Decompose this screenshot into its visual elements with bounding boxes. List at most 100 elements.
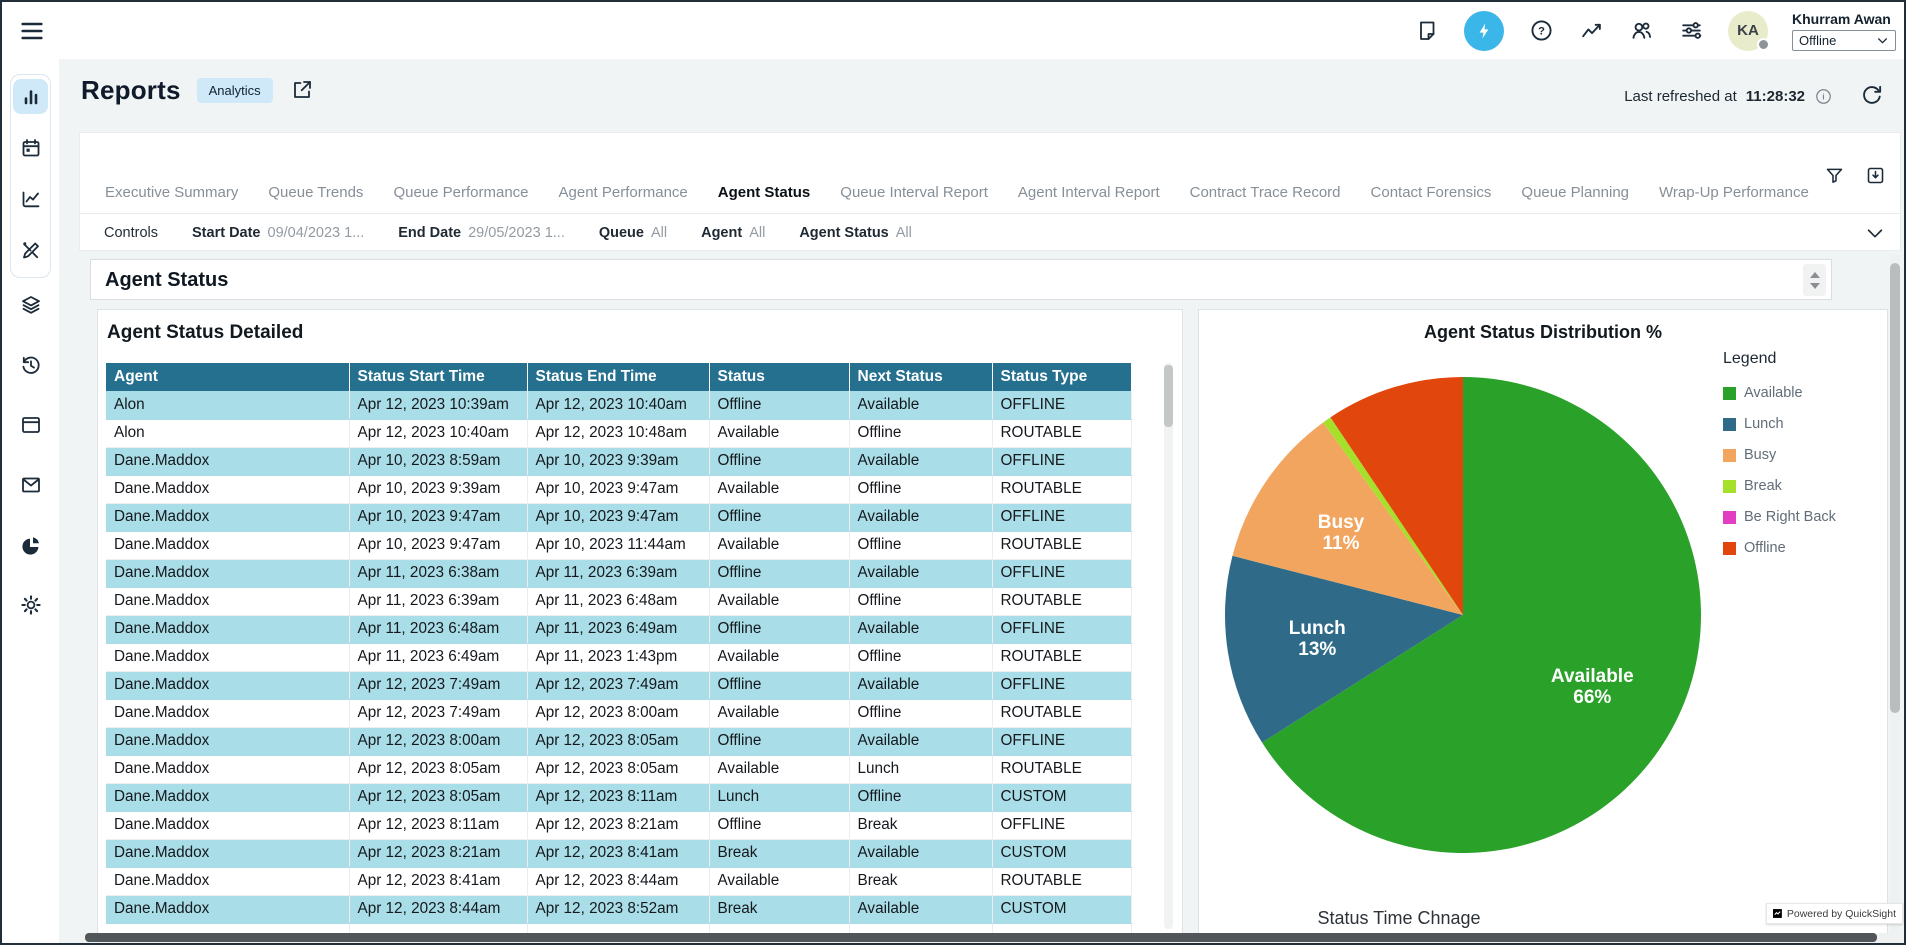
sidebar-item-reports[interactable] — [13, 79, 48, 114]
preferences-sliders-icon[interactable] — [1678, 18, 1704, 44]
control-queue[interactable]: QueueAll — [599, 225, 667, 241]
pie-chart-icon — [19, 533, 43, 557]
table-cell: Apr 12, 2023 8:44am — [349, 895, 527, 923]
control-start-date[interactable]: Start Date09/04/2023 1... — [192, 225, 364, 241]
legend-item-busy[interactable]: Busy — [1723, 447, 1836, 463]
stepper-down-icon[interactable] — [1810, 283, 1820, 289]
controls-label: Controls — [104, 225, 158, 241]
table-cell: Offline — [849, 783, 992, 811]
powered-by-quicksight-badge[interactable]: Powered by QuickSight — [1766, 903, 1903, 924]
avatar[interactable]: KA — [1728, 11, 1768, 51]
sidebar-item-schedule[interactable] — [13, 130, 48, 165]
table-cell: Apr 11, 2023 6:48am — [349, 615, 527, 643]
help-icon[interactable]: ? — [1528, 18, 1554, 44]
tab-queue-trends[interactable]: Queue Trends — [253, 175, 378, 210]
legend-item-lunch[interactable]: Lunch — [1723, 416, 1836, 432]
tab-contract-trace-record[interactable]: Contract Trace Record — [1175, 175, 1356, 210]
legend-item-offline[interactable]: Offline — [1723, 540, 1836, 556]
table-row[interactable]: Dane.MaddoxApr 10, 2023 9:39amApr 10, 20… — [106, 475, 1131, 503]
table-cell: Apr 10, 2023 9:47am — [349, 503, 527, 531]
table-cell: Offline — [709, 727, 849, 755]
sidebar-item-mail[interactable] — [13, 467, 48, 502]
sidebar-item-settings[interactable] — [13, 587, 48, 622]
column-header-agent[interactable]: Agent — [106, 363, 349, 391]
table-cell: OFFLINE — [992, 615, 1131, 643]
quick-setup-flash-icon[interactable] — [1464, 11, 1504, 51]
notes-icon[interactable] — [1414, 18, 1440, 44]
table-row[interactable]: Dane.MaddoxApr 10, 2023 9:47amApr 10, 20… — [106, 503, 1131, 531]
sidebar-item-window[interactable] — [13, 407, 48, 442]
table-row[interactable]: AlonApr 12, 2023 10:39amApr 12, 2023 10:… — [106, 391, 1131, 419]
table-row[interactable]: AlonApr 12, 2023 10:40amApr 12, 2023 10:… — [106, 419, 1131, 447]
table-cell: Apr 12, 2023 8:05am — [349, 783, 527, 811]
sidebar-item-history[interactable] — [13, 347, 48, 382]
tab-agent-status[interactable]: Agent Status — [703, 175, 826, 210]
table-cell: Apr 12, 2023 8:41am — [527, 839, 709, 867]
column-header-status[interactable]: Status — [709, 363, 849, 391]
table-vertical-scrollbar[interactable] — [1164, 363, 1173, 929]
table-row[interactable]: Dane.MaddoxApr 12, 2023 8:05amApr 12, 20… — [106, 783, 1131, 811]
sidebar-item-metrics[interactable] — [13, 181, 48, 216]
column-header-status-start-time[interactable]: Status Start Time — [349, 363, 527, 391]
hamburger-menu-icon[interactable] — [18, 17, 46, 45]
table-row[interactable]: Dane.MaddoxApr 10, 2023 9:47amApr 10, 20… — [106, 531, 1131, 559]
column-header-status-end-time[interactable]: Status End Time — [527, 363, 709, 391]
tab-agent-interval-report[interactable]: Agent Interval Report — [1003, 175, 1175, 210]
info-icon[interactable]: i — [1814, 87, 1833, 106]
users-icon[interactable] — [1628, 18, 1654, 44]
filter-icon[interactable] — [1824, 165, 1845, 186]
table-cell: Apr 12, 2023 8:00am — [349, 727, 527, 755]
external-link-icon[interactable] — [289, 78, 315, 104]
tab-contact-forensics[interactable]: Contact Forensics — [1356, 175, 1507, 210]
tab-executive-summary[interactable]: Executive Summary — [90, 175, 253, 210]
table-row[interactable]: Dane.MaddoxApr 12, 2023 8:41amApr 12, 20… — [106, 867, 1131, 895]
table-row[interactable]: Dane.MaddoxApr 10, 2023 8:59amApr 10, 20… — [106, 447, 1131, 475]
control-agent-status[interactable]: Agent StatusAll — [799, 225, 912, 241]
table-row[interactable]: Dane.MaddoxApr 12, 2023 7:49amApr 12, 20… — [106, 671, 1131, 699]
page-vertical-scrollbar[interactable] — [1890, 255, 1900, 935]
column-header-next-status[interactable]: Next Status — [849, 363, 992, 391]
page-horizontal-scrollbar[interactable] — [79, 933, 1901, 943]
control-end-date[interactable]: End Date29/05/2023 1... — [398, 225, 565, 241]
table-row[interactable]: Dane.MaddoxApr 11, 2023 6:48amApr 11, 20… — [106, 615, 1131, 643]
export-download-icon[interactable] — [1865, 165, 1886, 186]
table-row[interactable]: Dane.MaddoxApr 12, 2023 8:11amApr 12, 20… — [106, 811, 1131, 839]
controls-collapse-chevron-icon[interactable] — [1864, 222, 1886, 244]
legend-item-be-right-back[interactable]: Be Right Back — [1723, 509, 1836, 525]
page-vscroll-thumb[interactable] — [1890, 263, 1900, 713]
trends-icon[interactable] — [1578, 18, 1604, 44]
page-hscroll-thumb[interactable] — [85, 933, 1877, 942]
refresh-icon[interactable] — [1858, 83, 1884, 109]
tab-wrap-up-performance[interactable]: Wrap-Up Performance — [1644, 175, 1824, 210]
legend-item-available[interactable]: Available — [1723, 385, 1836, 401]
table-row[interactable]: Dane.MaddoxApr 12, 2023 8:05amApr 12, 20… — [106, 755, 1131, 783]
sidebar-item-analytics[interactable] — [13, 527, 48, 562]
tab-agent-performance[interactable]: Agent Performance — [544, 175, 703, 210]
table-row[interactable]: Dane.MaddoxApr 12, 2023 7:49amApr 12, 20… — [106, 699, 1131, 727]
table-row[interactable]: Dane.MaddoxApr 11, 2023 6:49amApr 11, 20… — [106, 643, 1131, 671]
table-cell: Offline — [849, 699, 992, 727]
table-row[interactable]: Dane.MaddoxApr 12, 2023 8:21amApr 12, 20… — [106, 839, 1131, 867]
table-row[interactable]: Dane.MaddoxApr 11, 2023 6:38amApr 11, 20… — [106, 559, 1131, 587]
agent-status-select[interactable]: Offline — [1792, 30, 1896, 51]
table-cell: Apr 11, 2023 6:38am — [349, 559, 527, 587]
table-scrollbar-thumb[interactable] — [1164, 365, 1173, 427]
control-filters: Start Date09/04/2023 1... End Date29/05/2… — [192, 225, 912, 241]
legend-item-break[interactable]: Break — [1723, 478, 1836, 494]
tab-queue-interval-report[interactable]: Queue Interval Report — [825, 175, 1003, 210]
sidebar-item-layers[interactable] — [13, 287, 48, 322]
sidebar-item-design[interactable] — [13, 232, 48, 267]
sheet-tabs: Executive SummaryQueue TrendsQueue Perfo… — [90, 173, 1770, 211]
table-row[interactable]: Dane.MaddoxApr 11, 2023 6:39amApr 11, 20… — [106, 587, 1131, 615]
stepper-up-icon[interactable] — [1810, 272, 1820, 278]
tab-queue-performance[interactable]: Queue Performance — [378, 175, 543, 210]
table-cell: Available — [709, 755, 849, 783]
table-row[interactable]: Dane.MaddoxApr 12, 2023 8:44amApr 12, 20… — [106, 895, 1131, 923]
column-header-status-type[interactable]: Status Type — [992, 363, 1131, 391]
control-agent[interactable]: AgentAll — [701, 225, 765, 241]
powered-by-text: Powered by QuickSight — [1787, 908, 1896, 920]
quicksight-logo-icon — [1773, 907, 1782, 920]
tab-queue-planning[interactable]: Queue Planning — [1506, 175, 1644, 210]
sheet-actions — [1824, 165, 1886, 186]
table-row[interactable]: Dane.MaddoxApr 12, 2023 8:00amApr 12, 20… — [106, 727, 1131, 755]
